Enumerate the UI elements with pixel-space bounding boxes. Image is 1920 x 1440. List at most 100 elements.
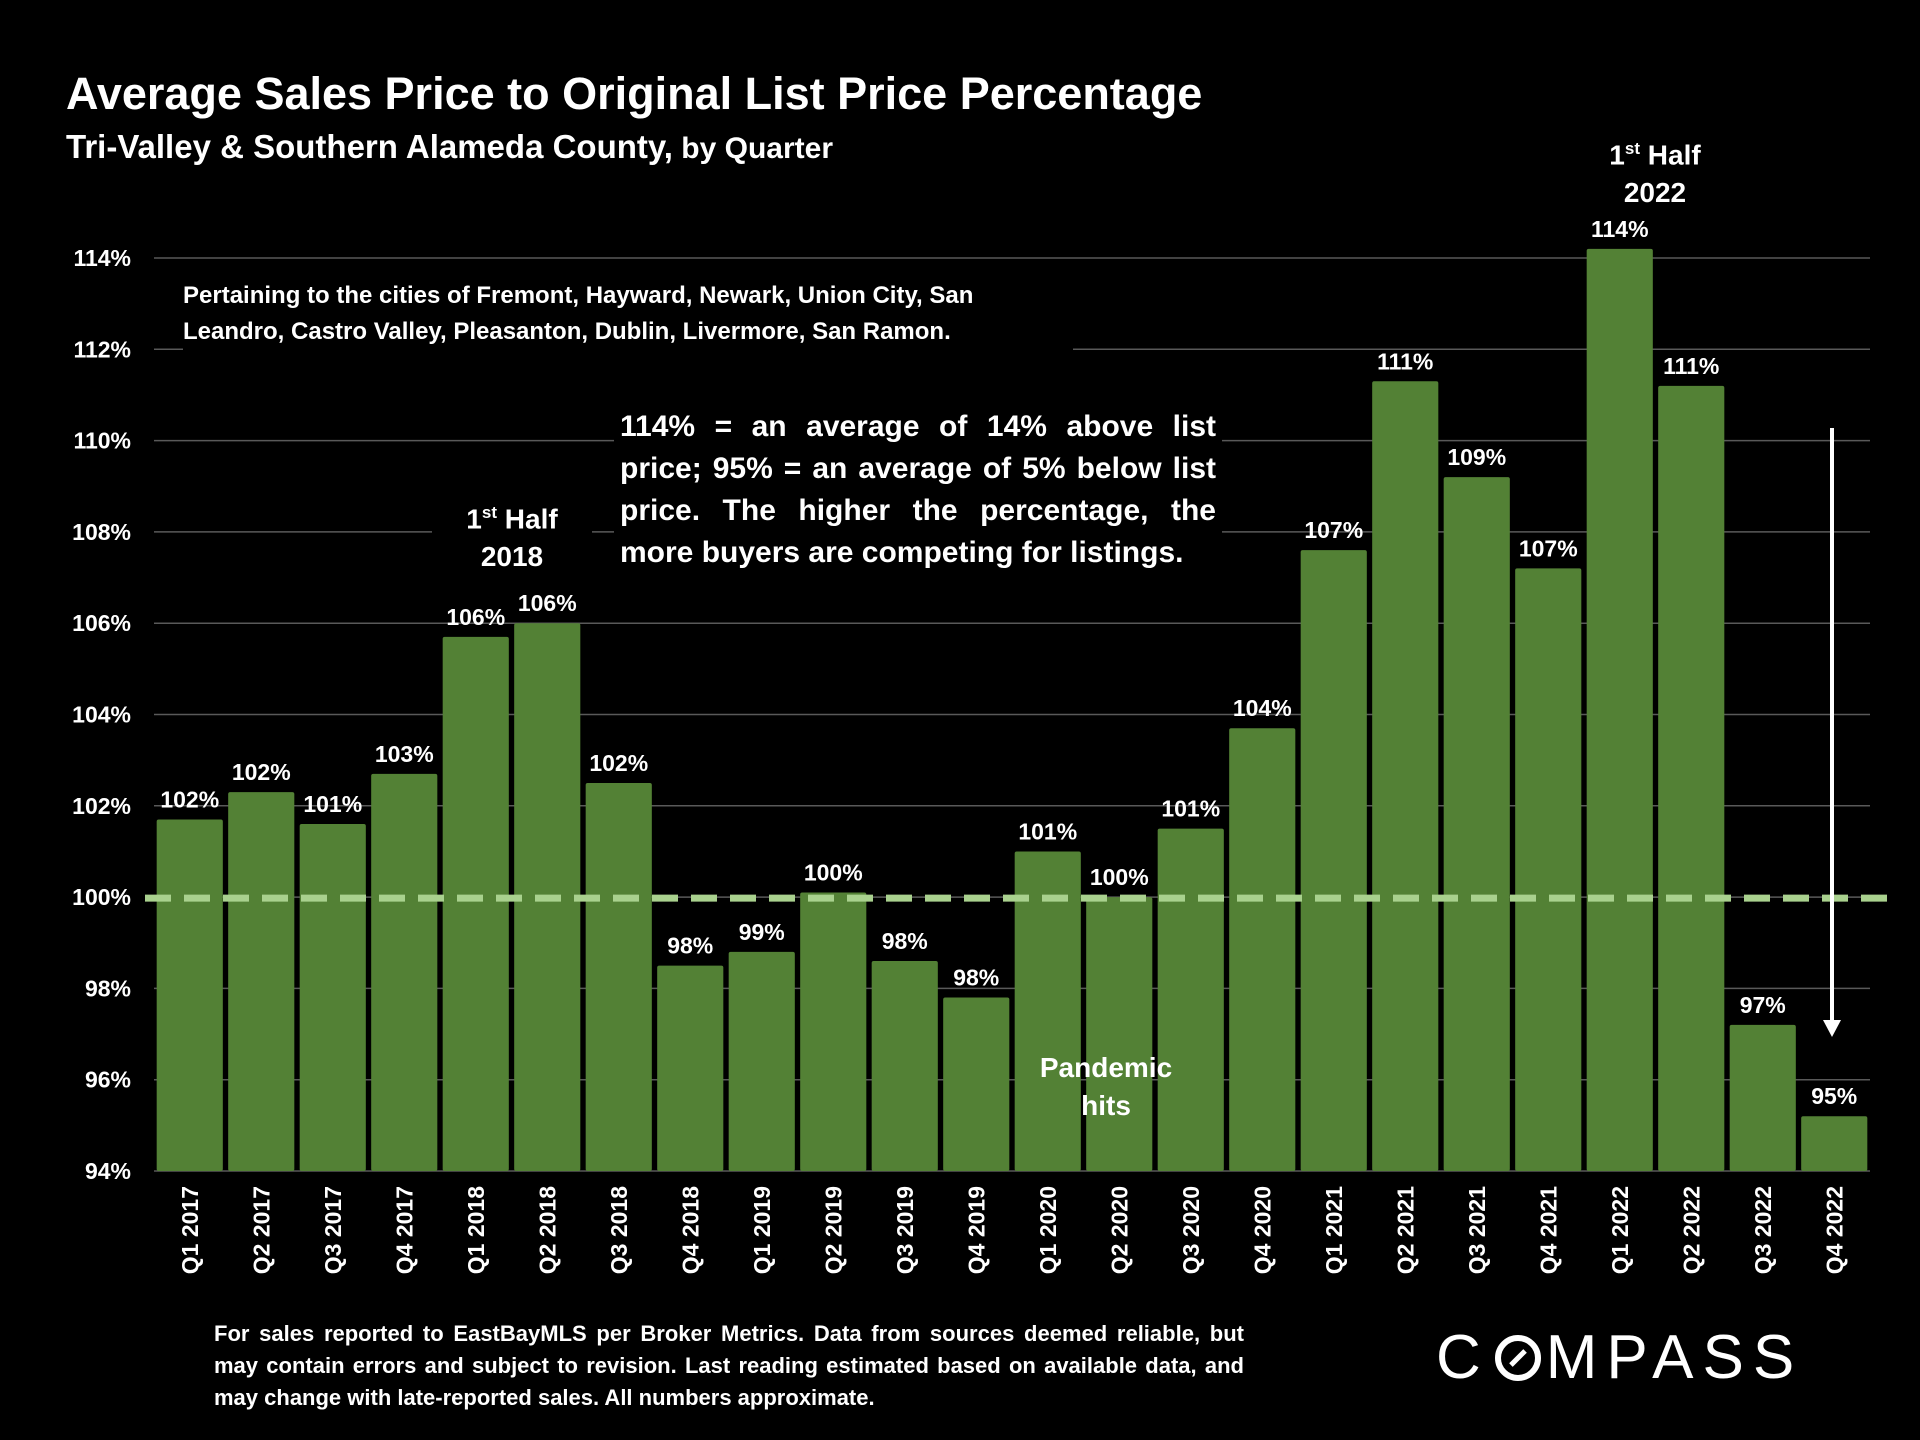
data-label: 101% bbox=[1018, 818, 1077, 844]
x-tick-label: Q4 2019 bbox=[963, 1186, 989, 1274]
bar bbox=[943, 997, 1010, 1171]
data-label: 106% bbox=[446, 604, 505, 630]
data-label: 100% bbox=[804, 860, 863, 886]
bar bbox=[156, 819, 223, 1171]
data-label: 98% bbox=[667, 933, 713, 959]
half-2018-year: 2018 bbox=[480, 541, 544, 573]
source-footnote: For sales reported to EastBayMLS per Bro… bbox=[214, 1321, 1244, 1410]
x-tick-label: Q3 2020 bbox=[1178, 1186, 1204, 1274]
subtitle-period: by Quarter bbox=[672, 132, 834, 165]
y-tick-label: 98% bbox=[85, 975, 131, 1001]
bar bbox=[299, 824, 366, 1171]
bars bbox=[156, 248, 1868, 1171]
first-half-2018-annotation: 1st Half 2018 bbox=[432, 494, 592, 577]
bar bbox=[1515, 568, 1582, 1171]
logo-letters-mpass: MPASS bbox=[1545, 1323, 1804, 1392]
x-tick-label: Q3 2018 bbox=[606, 1186, 632, 1274]
pandemic-annotation-line2: hits bbox=[1081, 1090, 1131, 1121]
data-label: 99% bbox=[739, 919, 785, 945]
data-label: 111% bbox=[1663, 353, 1719, 379]
data-label: 104% bbox=[1233, 695, 1292, 721]
bar bbox=[728, 951, 795, 1171]
x-tick-label: Q3 2022 bbox=[1750, 1186, 1776, 1274]
cities-note: Pertaining to the cities of Fremont, Hay… bbox=[183, 278, 1073, 350]
data-label: 100% bbox=[1090, 864, 1149, 890]
pandemic-annotation-line1: Pandemic bbox=[1040, 1052, 1172, 1083]
bar bbox=[585, 782, 652, 1171]
x-tick-label: Q2 2017 bbox=[248, 1186, 274, 1274]
data-label: 107% bbox=[1304, 517, 1363, 543]
half-2022-ordinal: st bbox=[1624, 139, 1640, 158]
y-axis-ticks: 94% 96% 98% 100% 102% 104% 106% 108% 110% 112% 114… bbox=[72, 245, 131, 1184]
y-tick-label: 94% bbox=[85, 1158, 131, 1184]
y-tick-label: 114% bbox=[73, 245, 131, 271]
y-tick-label: 108% bbox=[72, 519, 131, 545]
x-tick-label: Q1 2017 bbox=[177, 1186, 203, 1274]
y-tick-label: 106% bbox=[72, 610, 131, 636]
bar bbox=[442, 636, 509, 1171]
y-tick-label: 100% bbox=[72, 884, 131, 910]
logo-letter-c: C bbox=[1436, 1323, 1490, 1392]
y-tick-label: 104% bbox=[72, 702, 131, 728]
first-half-2022-annotation: 1st Half 2022 bbox=[1575, 130, 1735, 213]
bar bbox=[371, 773, 438, 1171]
data-label: 103% bbox=[375, 741, 434, 767]
data-label: 102% bbox=[589, 750, 648, 776]
data-label: 106% bbox=[518, 590, 577, 616]
x-tick-label: Q1 2018 bbox=[463, 1186, 489, 1274]
bar bbox=[1586, 248, 1653, 1171]
x-tick-label: Q1 2022 bbox=[1607, 1186, 1633, 1274]
x-tick-label: Q1 2019 bbox=[749, 1186, 775, 1274]
data-label: 98% bbox=[882, 928, 928, 954]
x-tick-label: Q3 2021 bbox=[1464, 1186, 1490, 1274]
x-tick-label: Q2 2019 bbox=[820, 1186, 846, 1274]
x-tick-label: Q2 2020 bbox=[1106, 1186, 1132, 1274]
x-axis-ticks: Q1 2017 Q2 2017 Q3 2017 Q4 2017 Q1 2018 Q2 20… bbox=[177, 1186, 1848, 1274]
x-tick-label: Q2 2018 bbox=[534, 1186, 560, 1274]
x-tick-label: Q4 2018 bbox=[677, 1186, 703, 1274]
bar bbox=[1014, 851, 1081, 1171]
x-tick-label: Q3 2017 bbox=[320, 1186, 346, 1274]
x-tick-label: Q1 2021 bbox=[1321, 1186, 1347, 1274]
bar bbox=[1801, 1116, 1868, 1171]
data-label: 111% bbox=[1377, 348, 1433, 374]
bar bbox=[871, 961, 938, 1171]
half-2018-word: Half bbox=[497, 503, 558, 535]
data-labels: 102% 102% 101% 103% 106% 106% 102% 98% 99% 100% 98… bbox=[160, 216, 1857, 1109]
chart-title: Average Sales Price to Original List Pri… bbox=[66, 68, 1203, 119]
trend-arrow-head bbox=[1823, 1020, 1841, 1037]
data-label: 95% bbox=[1811, 1083, 1857, 1109]
bar bbox=[1729, 1024, 1796, 1171]
x-tick-label: Q4 2022 bbox=[1821, 1186, 1847, 1274]
x-tick-label: Q4 2021 bbox=[1535, 1186, 1561, 1274]
data-label: 97% bbox=[1740, 992, 1786, 1018]
bar bbox=[1658, 385, 1725, 1171]
subtitle-region: Tri-Valley & Southern Alameda County, bbox=[66, 128, 673, 165]
x-tick-label: Q4 2020 bbox=[1249, 1186, 1275, 1274]
x-tick-label: Q2 2022 bbox=[1678, 1186, 1704, 1274]
half-2022-word: Half bbox=[1640, 139, 1701, 171]
bar bbox=[800, 892, 867, 1171]
bar bbox=[1300, 550, 1367, 1171]
data-label: 98% bbox=[953, 965, 999, 991]
bar bbox=[1443, 477, 1510, 1171]
logo-compass-o-icon bbox=[1494, 1334, 1541, 1381]
bar bbox=[228, 792, 295, 1171]
x-tick-label: Q1 2020 bbox=[1035, 1186, 1061, 1274]
trend-arrow-layer bbox=[1823, 428, 1841, 1037]
data-label: 102% bbox=[160, 786, 219, 812]
bar bbox=[1086, 897, 1153, 1171]
y-tick-label: 96% bbox=[85, 1067, 131, 1093]
data-label: 107% bbox=[1519, 535, 1578, 561]
half-2018-number: 1 bbox=[466, 503, 482, 535]
data-label: 101% bbox=[1161, 796, 1220, 822]
x-tick-label: Q2 2021 bbox=[1392, 1186, 1418, 1274]
bar bbox=[657, 965, 724, 1171]
y-tick-label: 110% bbox=[73, 428, 131, 454]
half-2022-year: 2022 bbox=[1623, 177, 1687, 209]
data-label: 102% bbox=[232, 759, 291, 785]
bar bbox=[1229, 728, 1296, 1171]
y-tick-label: 102% bbox=[72, 793, 131, 819]
y-tick-label: 112% bbox=[73, 336, 131, 362]
